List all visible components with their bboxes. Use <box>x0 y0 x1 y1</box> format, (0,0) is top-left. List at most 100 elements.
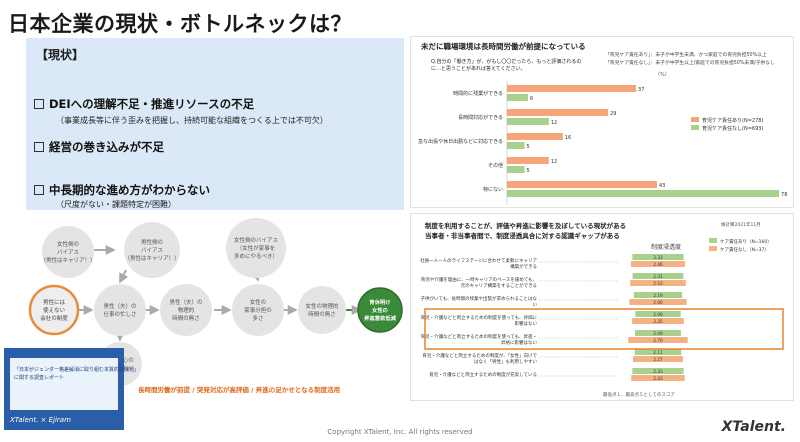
data-label: 2.33 <box>653 255 663 260</box>
data-label: 2.19 <box>653 293 663 298</box>
flow-node-label: 男性には <box>43 298 66 306</box>
legend-label: 育児ケア責任なし(N=693) <box>702 125 763 132</box>
bar-care <box>634 349 682 355</box>
page-title: 日本企業の現状・ボトルネックは？ <box>8 12 352 36</box>
legend-swatch <box>709 246 717 251</box>
bar-care <box>507 109 609 116</box>
data-label: 12 <box>551 120 557 126</box>
bar-nocare <box>507 190 780 197</box>
chart-question: Q.自分の「働き方」が、がもし〇〇だったら、もっと評価されるのに…と思うことがあ… <box>431 59 582 72</box>
data-label: 2.06 <box>653 312 663 317</box>
thumbnail-line2: に関する調査レポート <box>14 375 65 381</box>
bar-care <box>632 254 684 260</box>
flow-node-label: 家事分担の <box>244 306 272 314</box>
category-label: 育児や介護を理由に、一時キャリアのペースを緩めても、 <box>421 276 537 283</box>
flow-node-label: バイアス <box>57 249 79 256</box>
bar-nocare <box>628 337 688 343</box>
bar-care <box>507 133 563 140</box>
bar-care <box>632 368 684 374</box>
flow-node-label: 多めにやるべき） <box>234 252 278 260</box>
data-label: 2.60 <box>653 300 663 305</box>
flow-node-label: バイアス <box>141 247 163 254</box>
data-label: 16 <box>565 135 571 141</box>
flow-caption: 長時間労働が前提 / 突発対応が高評価 / 昇進の足かせとなる制度活用 <box>138 385 340 394</box>
bar-care <box>507 181 657 188</box>
flow-node-wife_time <box>298 286 346 334</box>
flow-node-label: 使えない <box>43 306 66 314</box>
legend-label: ケア責任あり（N=160） <box>720 238 772 245</box>
flow-node-label: 時間の無さ <box>308 310 336 318</box>
thumbnail-line1: 「日本がジェンダー格差解消に取り組む本質的な課題」 <box>14 367 140 373</box>
bar-nocare <box>507 142 525 149</box>
chart-title: 制度を利用することが、評価や昇進に影響を及ぼしている現状がある <box>425 222 627 230</box>
highlight-box <box>424 308 784 350</box>
flow-diagram-svg: 女性側のバイアス（男性はキャリア！）男性側のバイアス（男性はキャリア！）女性側の… <box>28 218 403 394</box>
chart-panel-overtime: 未だに職場環境は長時間労働が前提になっている 「育児ケア責任あり」：未子が中学生… <box>410 36 794 208</box>
flow-node-label: 昇進意欲低減 <box>364 314 396 322</box>
brand-logo: XTalent. <box>721 419 786 435</box>
bar-care <box>507 85 637 92</box>
thumbnail-cover: 「日本がジェンダー格差解消に取り組む本質的な課題」 に関する調査レポート <box>10 358 139 410</box>
bar-nocare <box>632 318 684 324</box>
bar-nocare <box>507 94 528 101</box>
chart-note: 「育児ケア責任なし」：未子が中学生以上/家庭での育児負担50%未満/子供なし <box>605 61 775 66</box>
thumbnail-brand: XTalent. × Ejiram <box>10 416 71 424</box>
data-label: 5 <box>526 144 529 150</box>
category-label-cont: 構築ができる <box>510 263 537 270</box>
flow-node-label: 仕事の忙しさ <box>103 310 136 318</box>
chart-subtitle: 当事者・非当事者間で、制度浸透具合に対する認識ギャップがある <box>425 232 620 240</box>
data-label: 12 <box>551 159 557 165</box>
data-label: 2.27 <box>653 357 663 362</box>
category-label-cont: 昇格に影響はない <box>501 339 537 346</box>
category-label-cont: い <box>533 302 538 308</box>
flow-node-husband_busy <box>94 284 146 336</box>
category-label: 時間的に残業ができる <box>453 90 503 97</box>
category-label: 育児・介護などと両立するための制度が充実している <box>429 371 537 378</box>
flow-node-label: （女性が家事を <box>237 244 276 252</box>
data-label: 6 <box>530 96 533 102</box>
report-thumbnail[interactable]: 「日本がジェンダー格差解消に取り組む本質的な課題」 に関する調査レポート XTa… <box>4 348 139 430</box>
category-label: その他 <box>488 162 503 169</box>
flow-node-company <box>28 284 80 336</box>
status-item-label: 経営の巻き込みが不足 <box>49 140 164 154</box>
flow-node-label: 時間の無さ <box>172 314 200 322</box>
category-label: 急な出張や休日出勤などに対応できる <box>418 138 503 145</box>
status-item-3: 中長期的な進め方がわからない <box>34 182 210 198</box>
flow-node-label: 男性側の <box>141 238 163 246</box>
category-label-cont: 影響はない <box>515 320 538 327</box>
legend-swatch <box>691 125 699 130</box>
category-label: 育児・介護などと両立するための制度を使っても、評価に <box>421 314 538 321</box>
data-label: 43 <box>659 183 665 189</box>
chart-source: 株計算2021年11月 <box>721 223 761 228</box>
status-item-1: DEIへの理解不足・推進リソースの不足 <box>34 96 254 112</box>
data-label: 78 <box>781 192 787 198</box>
copyright-footer: Copyright XTalent, Inc. All rights reser… <box>327 428 473 436</box>
data-label: 2.53 <box>653 281 663 286</box>
flow-node-wife_share <box>232 284 284 336</box>
flow-node-result <box>357 287 403 333</box>
bar-care <box>635 311 681 317</box>
data-label: 2.46 <box>653 262 663 267</box>
legend-label: 育児ケア責任あり(N=278) <box>702 117 763 124</box>
status-header: 【現状】 <box>36 48 85 62</box>
bar-care <box>507 157 549 164</box>
data-label: 2.35 <box>653 319 663 324</box>
flow-node-male_bias <box>124 222 180 278</box>
chart-unit: （%） <box>655 72 670 78</box>
flow-node-label: 物理的 <box>178 306 195 314</box>
bar-nocare <box>630 280 686 286</box>
bar-nocare <box>633 356 683 362</box>
status-item-sub: （事業成長等に伴う歪みを把握し、持続可能な組織をつくる上では不可欠） <box>56 116 328 125</box>
flow-node-female_bias2 <box>226 218 286 278</box>
category-label: 社員一人一人のライフステージに合わせて柔軟にキャリア <box>420 257 537 264</box>
chart-panel-system-penetration: 制度を利用することが、評価や昇進に影響を及ぼしている現状がある 当事者・非当事者… <box>410 213 794 401</box>
data-label: 2.33 <box>653 369 663 374</box>
flow-node-label: 会社の制度 <box>40 314 68 322</box>
flow-node-label: 女性の物理的 <box>305 302 339 310</box>
checkbox-icon <box>34 185 44 195</box>
bar-care <box>633 292 683 298</box>
category-label: 特にない <box>483 186 503 193</box>
flow-node-husband_time <box>160 284 212 336</box>
data-label: 37 <box>638 87 644 93</box>
